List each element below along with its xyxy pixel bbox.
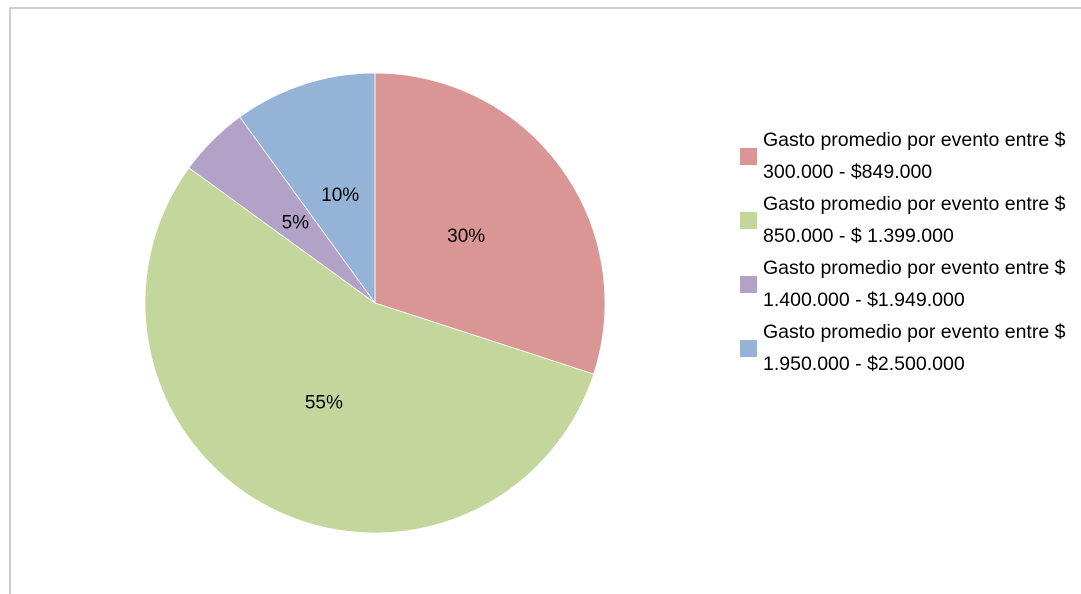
legend-entry: Gasto promedio por evento entre $ 1.950.…: [740, 316, 1075, 380]
legend: Gasto promedio por evento entre $ 300.00…: [740, 124, 1075, 380]
legend-swatch: [740, 275, 757, 293]
pie-slice: [144, 167, 595, 534]
legend-swatch: [740, 147, 757, 165]
legend-label: Gasto promedio por evento entre $ 300.00…: [763, 129, 1066, 183]
data-label: 10%: [321, 185, 359, 206]
legend-label: Gasto promedio por evento entre $ 1.400.…: [763, 257, 1066, 311]
legend-entry: Gasto promedio por evento entre $ 1.400.…: [740, 252, 1075, 316]
legend-label: Gasto promedio por evento entre $ 1.950.…: [763, 321, 1066, 375]
legend-swatch: [740, 211, 757, 229]
legend-entry: Gasto promedio por evento entre $ 300.00…: [740, 124, 1075, 188]
pie-slice: [374, 72, 606, 375]
legend-entry: Gasto promedio por evento entre $ 850.00…: [740, 188, 1075, 252]
legend-swatch: [740, 339, 757, 357]
data-label: 5%: [282, 212, 310, 233]
data-label: 30%: [447, 226, 485, 247]
data-label: 55%: [305, 392, 343, 413]
frame: [9, 7, 1081, 594]
pie-slice: [239, 72, 376, 305]
legend-label: Gasto promedio por evento entre $ 850.00…: [763, 193, 1066, 247]
